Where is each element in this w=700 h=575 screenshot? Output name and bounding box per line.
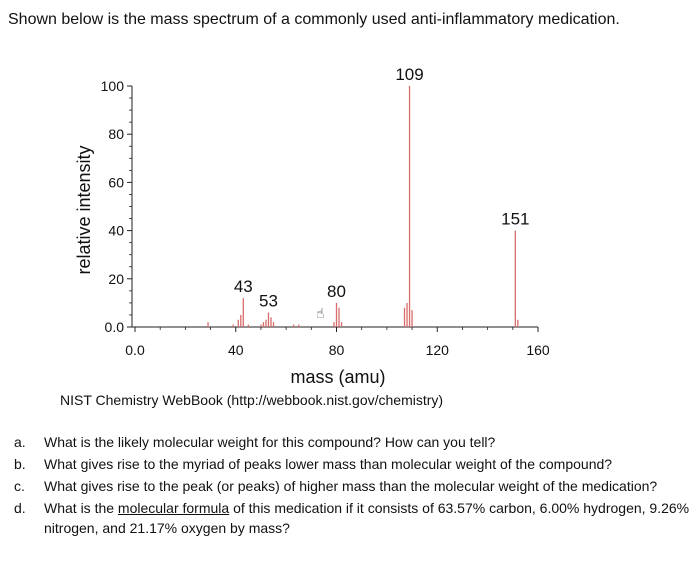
y-tick-label: 20 [108, 271, 124, 287]
chart-peak-labels: 43 53 80 109 151 [234, 65, 530, 311]
chart-peaks [207, 86, 519, 327]
question-item: d. What is the molecular formula of this… [10, 498, 690, 538]
molecular-formula-term: molecular formula [117, 500, 230, 516]
x-tick-label: 0.0 [125, 342, 145, 358]
peak-label: 151 [501, 210, 529, 229]
x-tick-label: 80 [329, 342, 345, 358]
y-tick-label: 100 [101, 78, 125, 94]
x-tick-label: 40 [228, 342, 244, 358]
x-axis-label: mass (amu) [290, 367, 385, 387]
x-tick-label: 120 [426, 342, 450, 358]
peak-label: 80 [327, 282, 346, 301]
question-text: What is the likely molecular weight for … [44, 434, 496, 450]
peak-label: 43 [234, 277, 253, 296]
question-letter: a. [14, 434, 26, 450]
chart-ticks: 0.0 20 40 60 80 100 0.0 40 80 120 160 [101, 78, 550, 358]
y-tick-label: 40 [108, 223, 124, 239]
question-text: What gives rise to the myriad of peaks l… [44, 456, 613, 472]
y-tick-label: 60 [108, 174, 124, 190]
x-tick-label: 160 [526, 342, 550, 358]
mass-spectrum-svg: 0.0 20 40 60 80 100 0.0 40 80 120 160 43 53 80 109 151… [74, 65, 550, 387]
question-letter: c. [14, 478, 25, 494]
y-tick-label: 0.0 [105, 319, 125, 335]
y-axis-label: relative intensity [74, 145, 94, 274]
question-text: What gives rise to the peak (or peaks) o… [44, 478, 658, 494]
question-text-after: of this medication if it consists of 63.… [44, 500, 690, 536]
mass-spectrum-chart: 0.0 20 40 60 80 100 0.0 40 80 120 160 43 53 80 109 151… [74, 65, 550, 387]
peak-label: 53 [259, 292, 278, 311]
question-item: b. What gives rise to the myriad of peak… [10, 454, 690, 474]
question-letter: d. [14, 500, 26, 516]
question-item: c. What gives rise to the peak (or peaks… [10, 476, 690, 496]
cursor-hand-icon: ☝ [316, 306, 325, 322]
intro-text: Shown below is the mass spectrum of a co… [8, 11, 620, 28]
question-list: a. What is the likely molecular weight f… [10, 432, 690, 540]
question-item: a. What is the likely molecular weight f… [10, 432, 690, 452]
question-letter: b. [14, 456, 26, 472]
question-text-before: What is the [44, 500, 118, 516]
source-citation: NIST Chemistry WebBook (http://webbook.n… [60, 392, 444, 408]
y-tick-label: 80 [108, 126, 124, 142]
peak-label: 109 [395, 65, 423, 84]
